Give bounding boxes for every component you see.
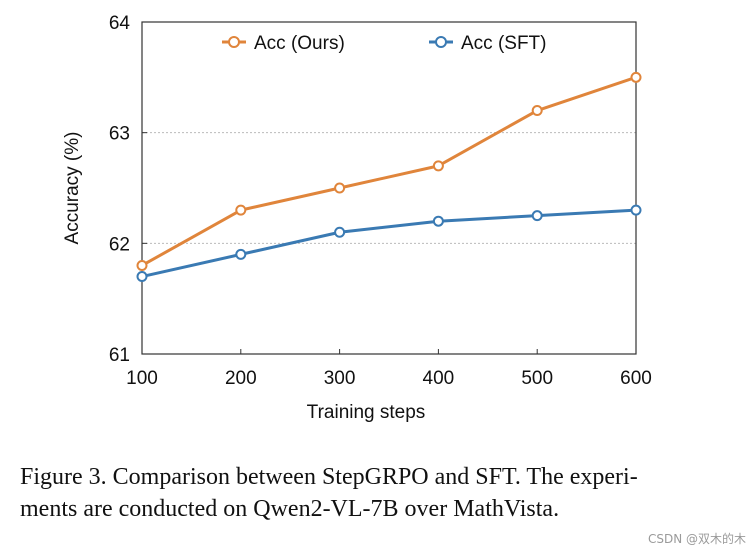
data-point-1-1 (235, 248, 247, 260)
x-tick-label-0: 100 (126, 368, 158, 389)
legend-label-1: Acc (SFT) (461, 33, 547, 54)
legend-swatch-marker-0 (228, 36, 240, 48)
legend-label-0: Acc (Ours) (254, 33, 345, 54)
legend-item-0: Acc (Ours) (222, 33, 345, 54)
x-tick-label-5: 600 (620, 368, 652, 389)
series-1 (136, 204, 642, 283)
plot-frame (141, 21, 637, 355)
x-tick-label-1: 200 (225, 368, 257, 389)
data-point-0-2 (334, 182, 346, 194)
watermark: CSDN @双木的木 (647, 532, 746, 546)
y-axis-ticks: 61 62 63 64 (109, 13, 147, 366)
x-tick-label-2: 300 (324, 368, 356, 389)
x-axis-ticks: 100 200 300 400 500 600 (126, 349, 652, 389)
caption-line-1: Figure 3. Comparison between StepGRPO an… (20, 464, 638, 490)
line-chart: 61 62 63 64 100 200 300 400 500 600 Training ste… (62, 13, 652, 423)
data-point-0-3 (432, 160, 444, 172)
data-point-0-4 (531, 105, 543, 117)
data-point-1-4 (531, 210, 543, 222)
series-layer (136, 71, 642, 283)
data-point-1-5 (630, 204, 642, 216)
legend: Acc (Ours) Acc (SFT) (222, 33, 547, 54)
data-point-1-2 (334, 226, 346, 238)
x-tick-label-4: 500 (521, 368, 553, 389)
series-line-0 (141, 75, 637, 267)
legend-swatch-marker-1 (435, 36, 447, 48)
data-point-0-1 (235, 204, 247, 216)
y-tick-label-2: 63 (109, 124, 130, 145)
series-0 (136, 71, 642, 271)
y-axis-title: Accuracy (%) (62, 132, 83, 245)
y-tick-label-1: 62 (109, 234, 130, 255)
caption-line-2: ments are conducted on Qwen2-VL-7B over … (20, 496, 560, 522)
figure-caption: Figure 3. Comparison between StepGRPO an… (20, 461, 740, 525)
y-tick-label-3: 64 (109, 13, 131, 34)
legend-item-1: Acc (SFT) (429, 33, 547, 54)
x-tick-label-3: 400 (423, 368, 455, 389)
data-point-1-3 (432, 215, 444, 227)
y-tick-label-0: 61 (109, 345, 130, 366)
data-point-0-0 (136, 259, 148, 271)
series-line-1 (141, 208, 637, 278)
data-point-0-5 (630, 71, 642, 83)
data-point-1-0 (136, 271, 148, 283)
x-axis-title: Training steps (307, 402, 426, 423)
